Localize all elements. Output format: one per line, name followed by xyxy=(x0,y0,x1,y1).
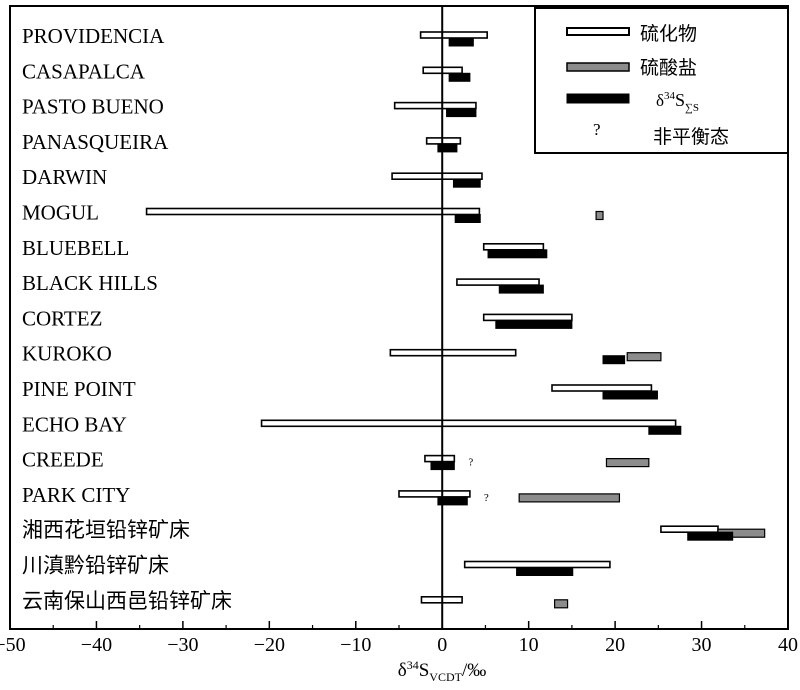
legend: 硫化物 硫酸盐 δ34S∑S ? 非平衡态 xyxy=(534,7,789,154)
sulfide-bar xyxy=(463,560,611,569)
x-tick-label: −40 xyxy=(81,634,112,656)
legend-swatch-sulfide xyxy=(566,27,630,36)
x-tick-label: −50 xyxy=(0,634,26,656)
sulfate-bar xyxy=(626,352,662,362)
total-sulfur-bar xyxy=(602,355,626,365)
total-sulfur-bar xyxy=(437,496,468,506)
total-sulfur-bar xyxy=(437,143,458,153)
deposit-label: MOGUL xyxy=(22,201,99,225)
sulfate-bar xyxy=(518,493,621,503)
legend-label-nonequilibrium: 非平衡态 xyxy=(653,126,729,148)
deposit-label: CORTEZ xyxy=(22,306,102,330)
deposit-label: ECHO BAY xyxy=(22,412,127,436)
total-sulfur-bar xyxy=(487,249,548,259)
total-sulfur-bar xyxy=(516,567,574,576)
deposit-label: 湘西花垣铅锌矿床 xyxy=(22,518,190,542)
sulfide-bar xyxy=(424,454,456,463)
x-tick-label: −20 xyxy=(254,634,285,656)
deposit-label: PASTO BUENO xyxy=(22,95,164,119)
deposit-label: CREEDE xyxy=(22,448,104,472)
sulfide-bar xyxy=(419,31,488,39)
sulfide-bar xyxy=(389,348,517,357)
total-sulfur-bar xyxy=(448,37,474,47)
sulfate-bar xyxy=(553,599,569,609)
sulfide-bar xyxy=(425,137,462,145)
legend-label-sulfate: 硫酸盐 xyxy=(640,57,697,79)
total-sulfur-bar xyxy=(448,72,471,82)
legend-label-sulfide: 硫化物 xyxy=(640,23,697,45)
sulfide-bar xyxy=(391,172,483,180)
deposit-labels: PROVIDENCIA CASAPALCA PASTO BUENO PANASQUEI… xyxy=(22,24,232,613)
legend-question-mark: ? xyxy=(593,120,601,139)
total-sulfur-bar xyxy=(452,178,481,188)
deposit-label: KUROKO xyxy=(22,342,112,366)
x-tick-label: 10 xyxy=(519,634,539,656)
x-tick-label: −10 xyxy=(340,634,371,656)
sulfide-bar xyxy=(482,313,573,322)
deposit-label: BLUEBELL xyxy=(22,236,129,260)
sulfide-bar xyxy=(482,243,545,251)
total-sulfur-bar xyxy=(602,390,658,400)
x-tick-label: 20 xyxy=(605,634,625,656)
deposit-label: PROVIDENCIA xyxy=(22,24,165,48)
x-tick-label: 0 xyxy=(437,634,447,656)
x-axis-ticks: −50 −40 −30 −20 −10 0 10 20 30 40 xyxy=(0,621,798,656)
legend-swatch-total xyxy=(566,93,630,104)
sulfide-bar xyxy=(398,490,471,498)
total-sulfur-bar xyxy=(446,108,477,118)
sulfide-bar xyxy=(660,525,719,534)
nonequilibrium-mark: ? xyxy=(468,457,473,469)
deposit-label: 云南保山西邑铅锌矿床 xyxy=(22,589,232,613)
deposit-label: PANASQUEIRA xyxy=(22,130,169,154)
deposit-label: 川滇黔铅锌矿床 xyxy=(22,554,169,578)
sulfate-bar xyxy=(595,210,604,221)
sulfide-bar xyxy=(456,278,540,286)
x-axis-title: δ34SVCDT/‰ xyxy=(398,658,486,684)
deposit-label: BLACK HILLS xyxy=(22,271,158,295)
deposit-label: CASAPALCA xyxy=(22,59,146,83)
total-sulfur-bar xyxy=(648,425,682,435)
x-tick-label: −30 xyxy=(167,634,198,656)
total-sulfur-bar xyxy=(687,531,734,541)
sulfide-bar xyxy=(260,419,677,428)
nonequilibrium-mark: ? xyxy=(484,492,489,504)
deposit-label: DARWIN xyxy=(22,165,107,189)
total-sulfur-bar xyxy=(454,214,481,223)
deposit-label: PINE POINT xyxy=(22,377,136,401)
deposit-label: PARK CITY xyxy=(22,483,130,507)
legend-label-total: δ34S∑S xyxy=(656,90,699,114)
legend-swatch-sulfate xyxy=(566,62,630,72)
sulfide-bar xyxy=(551,384,653,392)
total-sulfur-bar xyxy=(498,284,544,294)
x-tick-label: 40 xyxy=(778,634,798,656)
sulfate-bar xyxy=(605,458,650,468)
sulfide-bar xyxy=(393,101,477,110)
total-sulfur-bar xyxy=(495,319,573,329)
x-tick-label: 30 xyxy=(692,634,712,656)
sulfide-bar xyxy=(145,207,481,216)
